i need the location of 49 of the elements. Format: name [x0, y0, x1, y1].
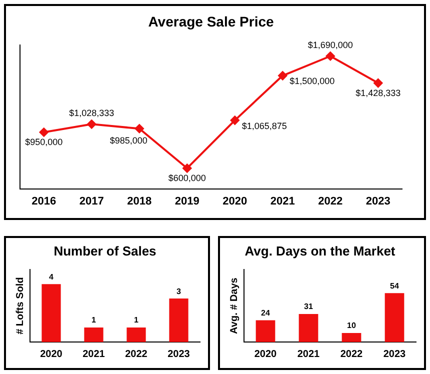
x-tick-label: 2020: [254, 348, 278, 360]
y-axis-title: # Lofts Sold: [14, 277, 26, 334]
data-label: $600,000: [168, 173, 206, 184]
chart-title: Number of Sales: [54, 243, 156, 258]
data-label: $1,028,333: [69, 108, 114, 118]
data-label: $1,428,333: [356, 88, 401, 98]
x-tick-label: 2021: [270, 195, 295, 208]
bar: [256, 320, 276, 342]
chart-title: Avg. Days on the Market: [244, 243, 396, 258]
x-tick-label: 2016: [32, 195, 56, 208]
point: [326, 52, 335, 61]
point: [39, 128, 48, 137]
x-tick-label: 2022: [318, 195, 343, 208]
x-tick-label: 2017: [79, 195, 104, 208]
data-label: 1: [134, 316, 140, 325]
data-label: $985,000: [110, 136, 148, 146]
bar: [298, 314, 318, 342]
x-tick-label: 2020: [40, 348, 63, 360]
x-tick-label: 2019: [174, 195, 200, 208]
data-label: $1,065,875: [242, 120, 287, 131]
data-label: 1: [92, 316, 97, 325]
point: [278, 71, 288, 80]
data-label: 24: [261, 308, 270, 318]
chart-title: Average Sale Price: [148, 13, 274, 30]
data-label: 54: [390, 281, 400, 290]
bar: [384, 293, 404, 342]
x-tick-label: 2023: [366, 195, 390, 208]
x-tick-label: 2021: [297, 348, 320, 360]
data-label: $950,000: [25, 137, 63, 148]
x-tick-label: 2022: [125, 348, 148, 360]
data-label: 10: [347, 321, 356, 330]
data-label: 4: [49, 272, 54, 282]
data-label: 3: [176, 286, 182, 296]
x-tick-label: 2023: [168, 348, 190, 360]
point: [87, 120, 96, 129]
y-axis-title: Avg. # Days: [228, 277, 240, 334]
point: [374, 78, 383, 88]
x-tick-label: 2021: [82, 348, 106, 360]
data-label: 31: [304, 302, 314, 312]
x-tick-label: 2020: [222, 195, 248, 208]
x-tick-label: 2018: [127, 195, 152, 208]
x-tick-label: 2023: [383, 348, 406, 360]
point: [134, 124, 144, 134]
point: [182, 164, 192, 173]
point: [230, 116, 240, 125]
x-tick-label: 2022: [340, 348, 364, 360]
data-label: $1,500,000: [290, 76, 335, 86]
bar: [342, 332, 362, 342]
data-label: $1,690,000: [308, 40, 353, 50]
